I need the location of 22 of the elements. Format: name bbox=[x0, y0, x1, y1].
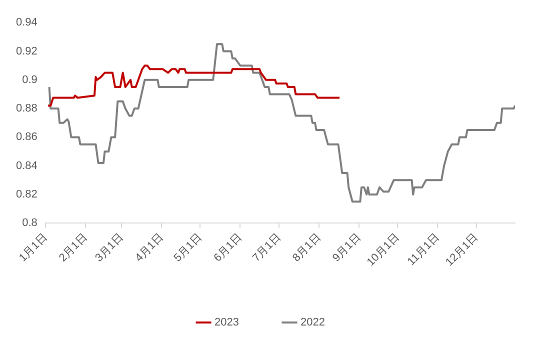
x-tick-label: 10月1日 bbox=[364, 232, 402, 269]
y-tick-label: 0.94 bbox=[16, 16, 38, 29]
y-tick-label: 0.82 bbox=[16, 188, 38, 201]
x-tick-label: 3月1日 bbox=[93, 232, 126, 264]
x-tick-label: 11月1日 bbox=[405, 232, 442, 268]
x-tick-label: 4月1日 bbox=[133, 232, 166, 264]
y-tick-label: 0.8 bbox=[22, 217, 38, 230]
x-tick-label: 2月1日 bbox=[56, 232, 90, 264]
x-tick-label: 1月1日 bbox=[16, 232, 50, 264]
x-tick-label: 5月1日 bbox=[172, 232, 204, 264]
x-tick-label: 8月1日 bbox=[290, 232, 324, 264]
x-tick-label: 6月1日 bbox=[212, 232, 244, 264]
y-tick-label: 0.9 bbox=[22, 74, 38, 86]
y-tick-label: 0.92 bbox=[16, 45, 38, 58]
y-tick-label: 0.88 bbox=[16, 102, 38, 115]
x-tick-label: 12月1日 bbox=[444, 232, 481, 269]
x-tick-label: 7月1日 bbox=[250, 232, 284, 264]
x-tick-label: 9月1日 bbox=[330, 232, 364, 264]
legend-label: 2023 bbox=[214, 316, 240, 329]
y-tick-label: 0.84 bbox=[16, 160, 38, 172]
y-tick-label: 0.86 bbox=[16, 131, 38, 144]
legend-label: 2022 bbox=[300, 316, 325, 329]
